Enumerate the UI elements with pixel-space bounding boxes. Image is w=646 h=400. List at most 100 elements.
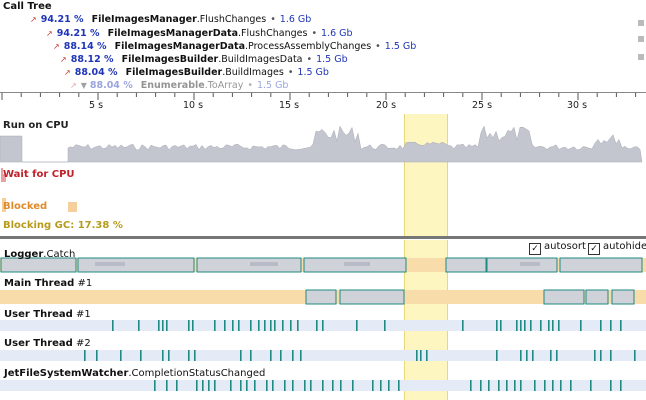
call-tree-row[interactable]: ↗ 94.21 % FileImagesManagerData.FlushChang… [46, 28, 353, 39]
activity-block[interactable] [0, 257, 77, 273]
activity-block[interactable] [445, 257, 487, 273]
activity-tick[interactable] [524, 320, 526, 331]
activity-tick[interactable] [498, 380, 500, 391]
activity-tick[interactable] [556, 350, 558, 361]
activity-tick[interactable] [192, 320, 194, 331]
activity-block[interactable] [585, 289, 609, 305]
activity-tick[interactable] [470, 380, 472, 391]
autohide-checkbox[interactable]: ✓ autohide [588, 240, 646, 255]
activity-tick[interactable] [520, 350, 522, 361]
activity-tick[interactable] [162, 350, 164, 361]
activity-tick[interactable] [526, 350, 528, 361]
activity-tick[interactable] [272, 380, 274, 391]
activity-tick[interactable] [580, 320, 582, 331]
activity-tick[interactable] [310, 380, 312, 391]
activity-tick[interactable] [274, 320, 276, 331]
activity-block[interactable] [559, 257, 643, 273]
thread-name-user-2[interactable]: User Thread #2 [4, 338, 91, 349]
activity-block[interactable] [543, 289, 585, 305]
activity-tick[interactable] [154, 380, 156, 391]
scroll-thumb-lower[interactable] [638, 54, 644, 60]
activity-tick[interactable] [380, 380, 382, 391]
activity-tick[interactable] [544, 380, 546, 391]
activity-tick[interactable] [600, 320, 602, 331]
activity-tick[interactable] [266, 380, 268, 391]
activity-tick[interactable] [264, 320, 266, 331]
activity-tick[interactable] [188, 320, 190, 331]
activity-tick[interactable] [496, 350, 498, 361]
activity-tick[interactable] [300, 350, 302, 361]
activity-tick[interactable] [282, 320, 284, 331]
activity-tick[interactable] [634, 350, 636, 361]
activity-tick[interactable] [240, 380, 242, 391]
activity-tick[interactable] [176, 380, 178, 391]
activity-tick[interactable] [250, 320, 252, 331]
activity-tick[interactable] [270, 350, 272, 361]
activity-tick[interactable] [246, 380, 248, 391]
activity-tick[interactable] [388, 380, 390, 391]
activity-block[interactable] [77, 257, 195, 273]
activity-tick[interactable] [140, 350, 142, 361]
activity-tick[interactable] [590, 380, 592, 391]
activity-tick[interactable] [168, 350, 170, 361]
activity-tick[interactable] [96, 350, 98, 361]
activity-tick[interactable] [254, 380, 256, 391]
activity-tick[interactable] [530, 320, 532, 331]
activity-tick[interactable] [496, 320, 498, 331]
call-tree-scrollbar[interactable] [638, 20, 644, 80]
activity-tick[interactable] [240, 350, 242, 361]
activity-tick[interactable] [292, 350, 294, 361]
activity-tick[interactable] [162, 320, 164, 331]
activity-block[interactable] [196, 257, 302, 273]
checkbox-check-icon[interactable]: ✓ [588, 243, 600, 255]
activity-tick[interactable] [194, 350, 196, 361]
activity-tick[interactable] [520, 320, 522, 331]
checkbox-check-icon[interactable]: ✓ [529, 243, 541, 255]
thread-lanes[interactable] [0, 240, 646, 400]
activity-tick[interactable] [158, 320, 160, 331]
activity-tick[interactable] [270, 320, 272, 331]
activity-tick[interactable] [202, 380, 204, 391]
activity-tick[interactable] [138, 320, 140, 331]
activity-tick[interactable] [620, 320, 622, 331]
activity-tick[interactable] [550, 350, 552, 361]
activity-tick[interactable] [250, 350, 252, 361]
activity-tick[interactable] [188, 350, 190, 361]
activity-tick[interactable] [514, 380, 516, 391]
activity-tick[interactable] [166, 320, 168, 331]
call-tree-row[interactable]: ↗ ▼ 88.04 % Enumerable.ToArray • 1.5 Gb [70, 80, 289, 91]
scroll-thumb[interactable] [638, 36, 644, 42]
activity-tick[interactable] [552, 320, 554, 331]
activity-tick[interactable] [322, 320, 324, 331]
activity-tick[interactable] [398, 380, 400, 391]
activity-tick[interactable] [534, 380, 536, 391]
activity-tick[interactable] [620, 380, 622, 391]
cpu-usage-graph[interactable] [0, 114, 646, 236]
activity-tick[interactable] [292, 380, 294, 391]
call-tree-row[interactable]: ↗ 94.21 % FileImagesManager.FlushChanges • 1… [30, 14, 312, 25]
activity-tick[interactable] [356, 320, 358, 331]
activity-tick[interactable] [548, 320, 550, 331]
activity-tick[interactable] [214, 320, 216, 331]
activity-tick[interactable] [322, 380, 324, 391]
activity-tick[interactable] [520, 380, 522, 391]
activity-tick[interactable] [290, 320, 292, 331]
thread-name-user-1[interactable]: User Thread #1 [4, 309, 91, 320]
activity-tick[interactable] [208, 380, 210, 391]
activity-tick[interactable] [258, 320, 260, 331]
activity-tick[interactable] [416, 350, 418, 361]
autosort-checkbox[interactable]: ✓ autosort [529, 240, 586, 255]
activity-tick[interactable] [280, 350, 282, 361]
scroll-up-icon[interactable] [638, 20, 644, 26]
activity-tick[interactable] [506, 380, 508, 391]
activity-block[interactable] [339, 289, 405, 305]
activity-tick[interactable] [224, 320, 226, 331]
activity-tick[interactable] [284, 380, 286, 391]
activity-tick[interactable] [610, 350, 612, 361]
activity-tick[interactable] [316, 320, 318, 331]
activity-tick[interactable] [462, 320, 464, 331]
thread-name-main[interactable]: Main Thread #1 [4, 278, 93, 289]
expand-triangle-icon[interactable]: ▼ [80, 81, 87, 90]
activity-tick[interactable] [610, 380, 612, 391]
activity-tick[interactable] [230, 380, 232, 391]
